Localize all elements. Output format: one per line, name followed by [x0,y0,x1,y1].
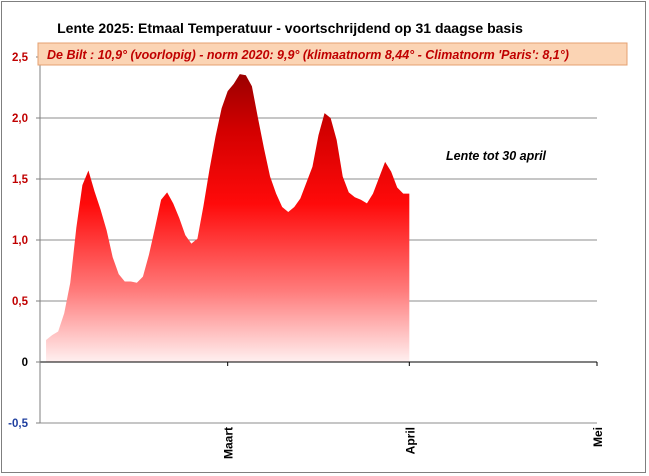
temperature-area [46,74,410,362]
y-tick-label-0: 2,5 [12,52,29,64]
y-tick-label-6: -0,5 [8,418,28,430]
y-tick-label-2: 1,5 [12,174,29,186]
y-tick-label-4: 0,5 [12,296,29,308]
x-tick-label-mei: Mei [591,427,605,447]
subtitle-box [37,42,628,66]
x-axis-ticks: Maart April Mei [222,362,605,459]
y-tick-label-1: 2,0 [12,113,28,125]
y-tick-label-5: 0 [22,357,28,369]
chart-title: Lente 2025: Etmaal Temperatuur - voortsc… [57,20,523,36]
y-tick-label-3: 1,0 [12,235,28,247]
x-tick-label-april: April [403,427,417,454]
y-axis-ticks: 2,5 2,0 1,5 1,0 0,5 0 -0,5 [8,52,40,430]
x-tick-label-maart: Maart [222,427,236,459]
annotation-lente: Lente tot 30 april [446,149,547,163]
chart-subtitle: De Bilt : 10,9° (voorlopig) - norm 2020:… [47,48,569,62]
